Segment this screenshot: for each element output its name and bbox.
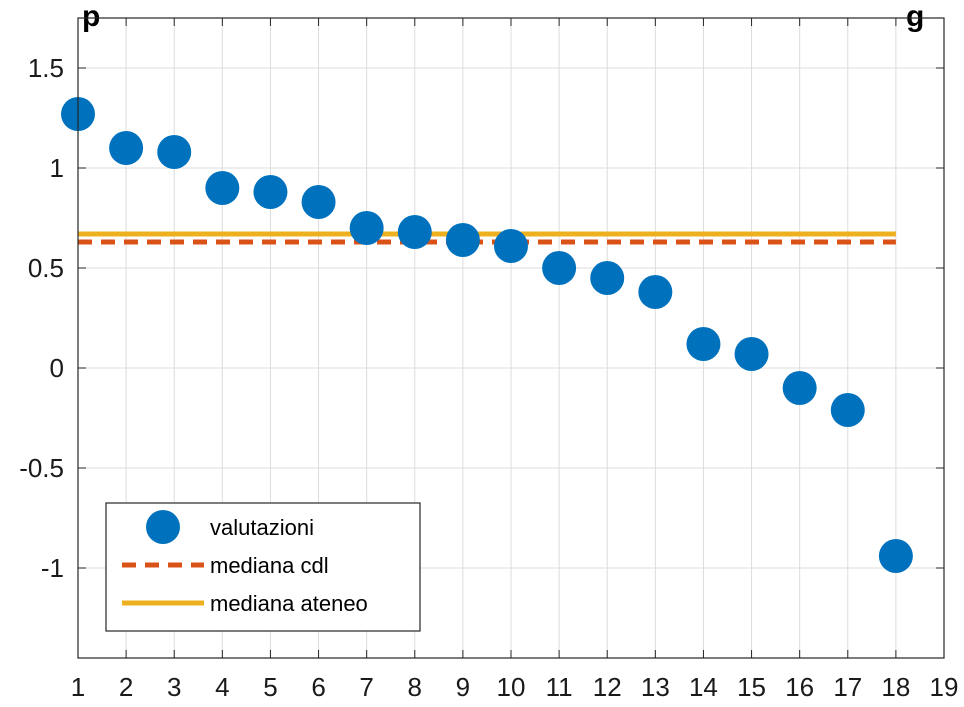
y-tick-label-3: 0.5 (28, 253, 64, 283)
data-point-6 (301, 185, 336, 219)
x-tick-label-9: 10 (497, 672, 526, 702)
x-tick-label-13: 14 (689, 672, 718, 702)
x-tick-label-8: 9 (456, 672, 470, 702)
data-point-16 (782, 371, 817, 405)
x-tick-label-17: 18 (881, 672, 910, 702)
data-point-11 (542, 251, 577, 285)
legend: valutazioni mediana cdl mediana ateneo (105, 502, 421, 632)
x-tick-label-7: 8 (408, 672, 422, 702)
x-tick-label-15: 16 (785, 672, 814, 702)
data-point-10 (494, 229, 528, 263)
x-tick-label-5: 6 (311, 672, 325, 702)
data-point-13 (638, 275, 673, 309)
legend-label-valutazioni: valutazioni (210, 515, 314, 540)
data-point-9 (445, 223, 480, 257)
x-tick-label-6: 7 (359, 672, 373, 702)
axis-ticks: 1 2 3 4 5 6 7 8 9 10 11 12 13 14 15 16 17 18 19-1-0.500.51… (19, 18, 958, 702)
y-tick-label-0: -1 (41, 553, 64, 583)
x-tick-label-18: 19 (930, 672, 959, 702)
legend-marker-valutazioni (146, 510, 180, 544)
y-tick-label-2: 0 (50, 353, 64, 383)
data-point-7 (349, 211, 384, 245)
data-point-17 (830, 393, 865, 427)
x-tick-label-4: 5 (263, 672, 277, 702)
x-tick-label-12: 13 (641, 672, 670, 702)
data-point-14 (686, 327, 721, 361)
data-point-3 (157, 135, 192, 169)
chart-title-fragment-left: p (82, 0, 100, 33)
legend-label-mediana-cdl: mediana cdl (210, 553, 329, 578)
y-tick-label-5: 1.5 (28, 53, 64, 83)
data-point-4 (205, 171, 240, 205)
legend-label-mediana-ateneo: mediana ateneo (210, 591, 368, 616)
series-layer (61, 97, 913, 573)
x-tick-label-11: 12 (593, 672, 622, 702)
data-point-12 (590, 261, 625, 295)
data-point-8 (397, 215, 432, 249)
x-tick-label-0: 1 (71, 672, 85, 702)
data-point-2 (109, 131, 144, 165)
data-point-15 (734, 337, 769, 371)
y-tick-label-4: 1 (50, 153, 64, 183)
x-tick-label-1: 2 (119, 672, 133, 702)
data-point-18 (878, 539, 913, 573)
x-tick-label-16: 17 (833, 672, 862, 702)
data-point-5 (253, 175, 288, 209)
x-tick-label-10: 11 (546, 672, 573, 702)
x-tick-label-2: 3 (167, 672, 181, 702)
x-tick-label-3: 4 (215, 672, 229, 702)
x-tick-label-14: 15 (737, 672, 766, 702)
y-tick-label-1: -0.5 (19, 453, 64, 483)
chart-title-fragment-right: g (906, 0, 924, 33)
